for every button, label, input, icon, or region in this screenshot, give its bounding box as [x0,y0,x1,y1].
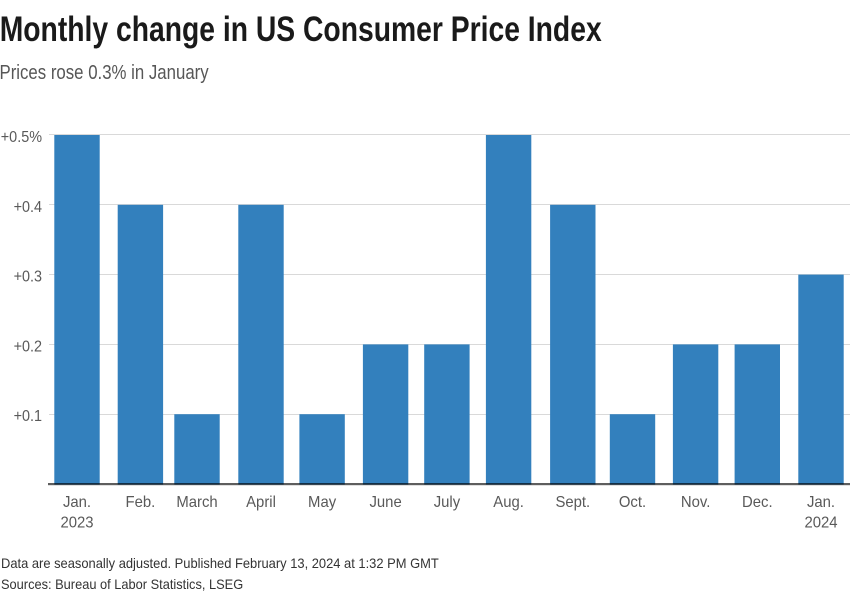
svg-text:+0.5%: +0.5% [1,128,42,146]
svg-text:Aug.: Aug. [493,494,524,512]
svg-text:Feb.: Feb. [126,494,156,512]
svg-text:Sept.: Sept. [555,494,590,512]
svg-text:Jan.: Jan. [807,494,835,512]
svg-text:Oct.: Oct. [619,494,646,512]
svg-text:Data are seasonally adjusted.: Data are seasonally adjusted. Published … [1,556,439,571]
svg-text:July: July [434,494,461,512]
svg-text:Prices rose 0.3% in January: Prices rose 0.3% in January [0,60,209,83]
svg-text:Monthly change in US Consumer: Monthly change in US Consumer Price Inde… [0,9,602,49]
svg-text:June: June [369,494,401,512]
svg-text:Jan.: Jan. [63,494,91,512]
svg-text:Sources: Bureau of Labor Stati: Sources: Bureau of Labor Statistics, LSE… [1,577,243,592]
svg-text:Nov.: Nov. [681,494,710,512]
svg-text:Dec.: Dec. [742,494,773,512]
svg-text:+0.1: +0.1 [14,408,42,426]
svg-text:+0.4: +0.4 [14,198,43,216]
svg-text:+0.3: +0.3 [14,268,42,286]
svg-text:2024: 2024 [804,514,837,532]
svg-text:2023: 2023 [60,514,93,532]
svg-text:May: May [308,494,336,512]
svg-text:+0.2: +0.2 [14,338,42,356]
svg-text:April: April [246,494,276,512]
svg-text:March: March [176,494,217,512]
